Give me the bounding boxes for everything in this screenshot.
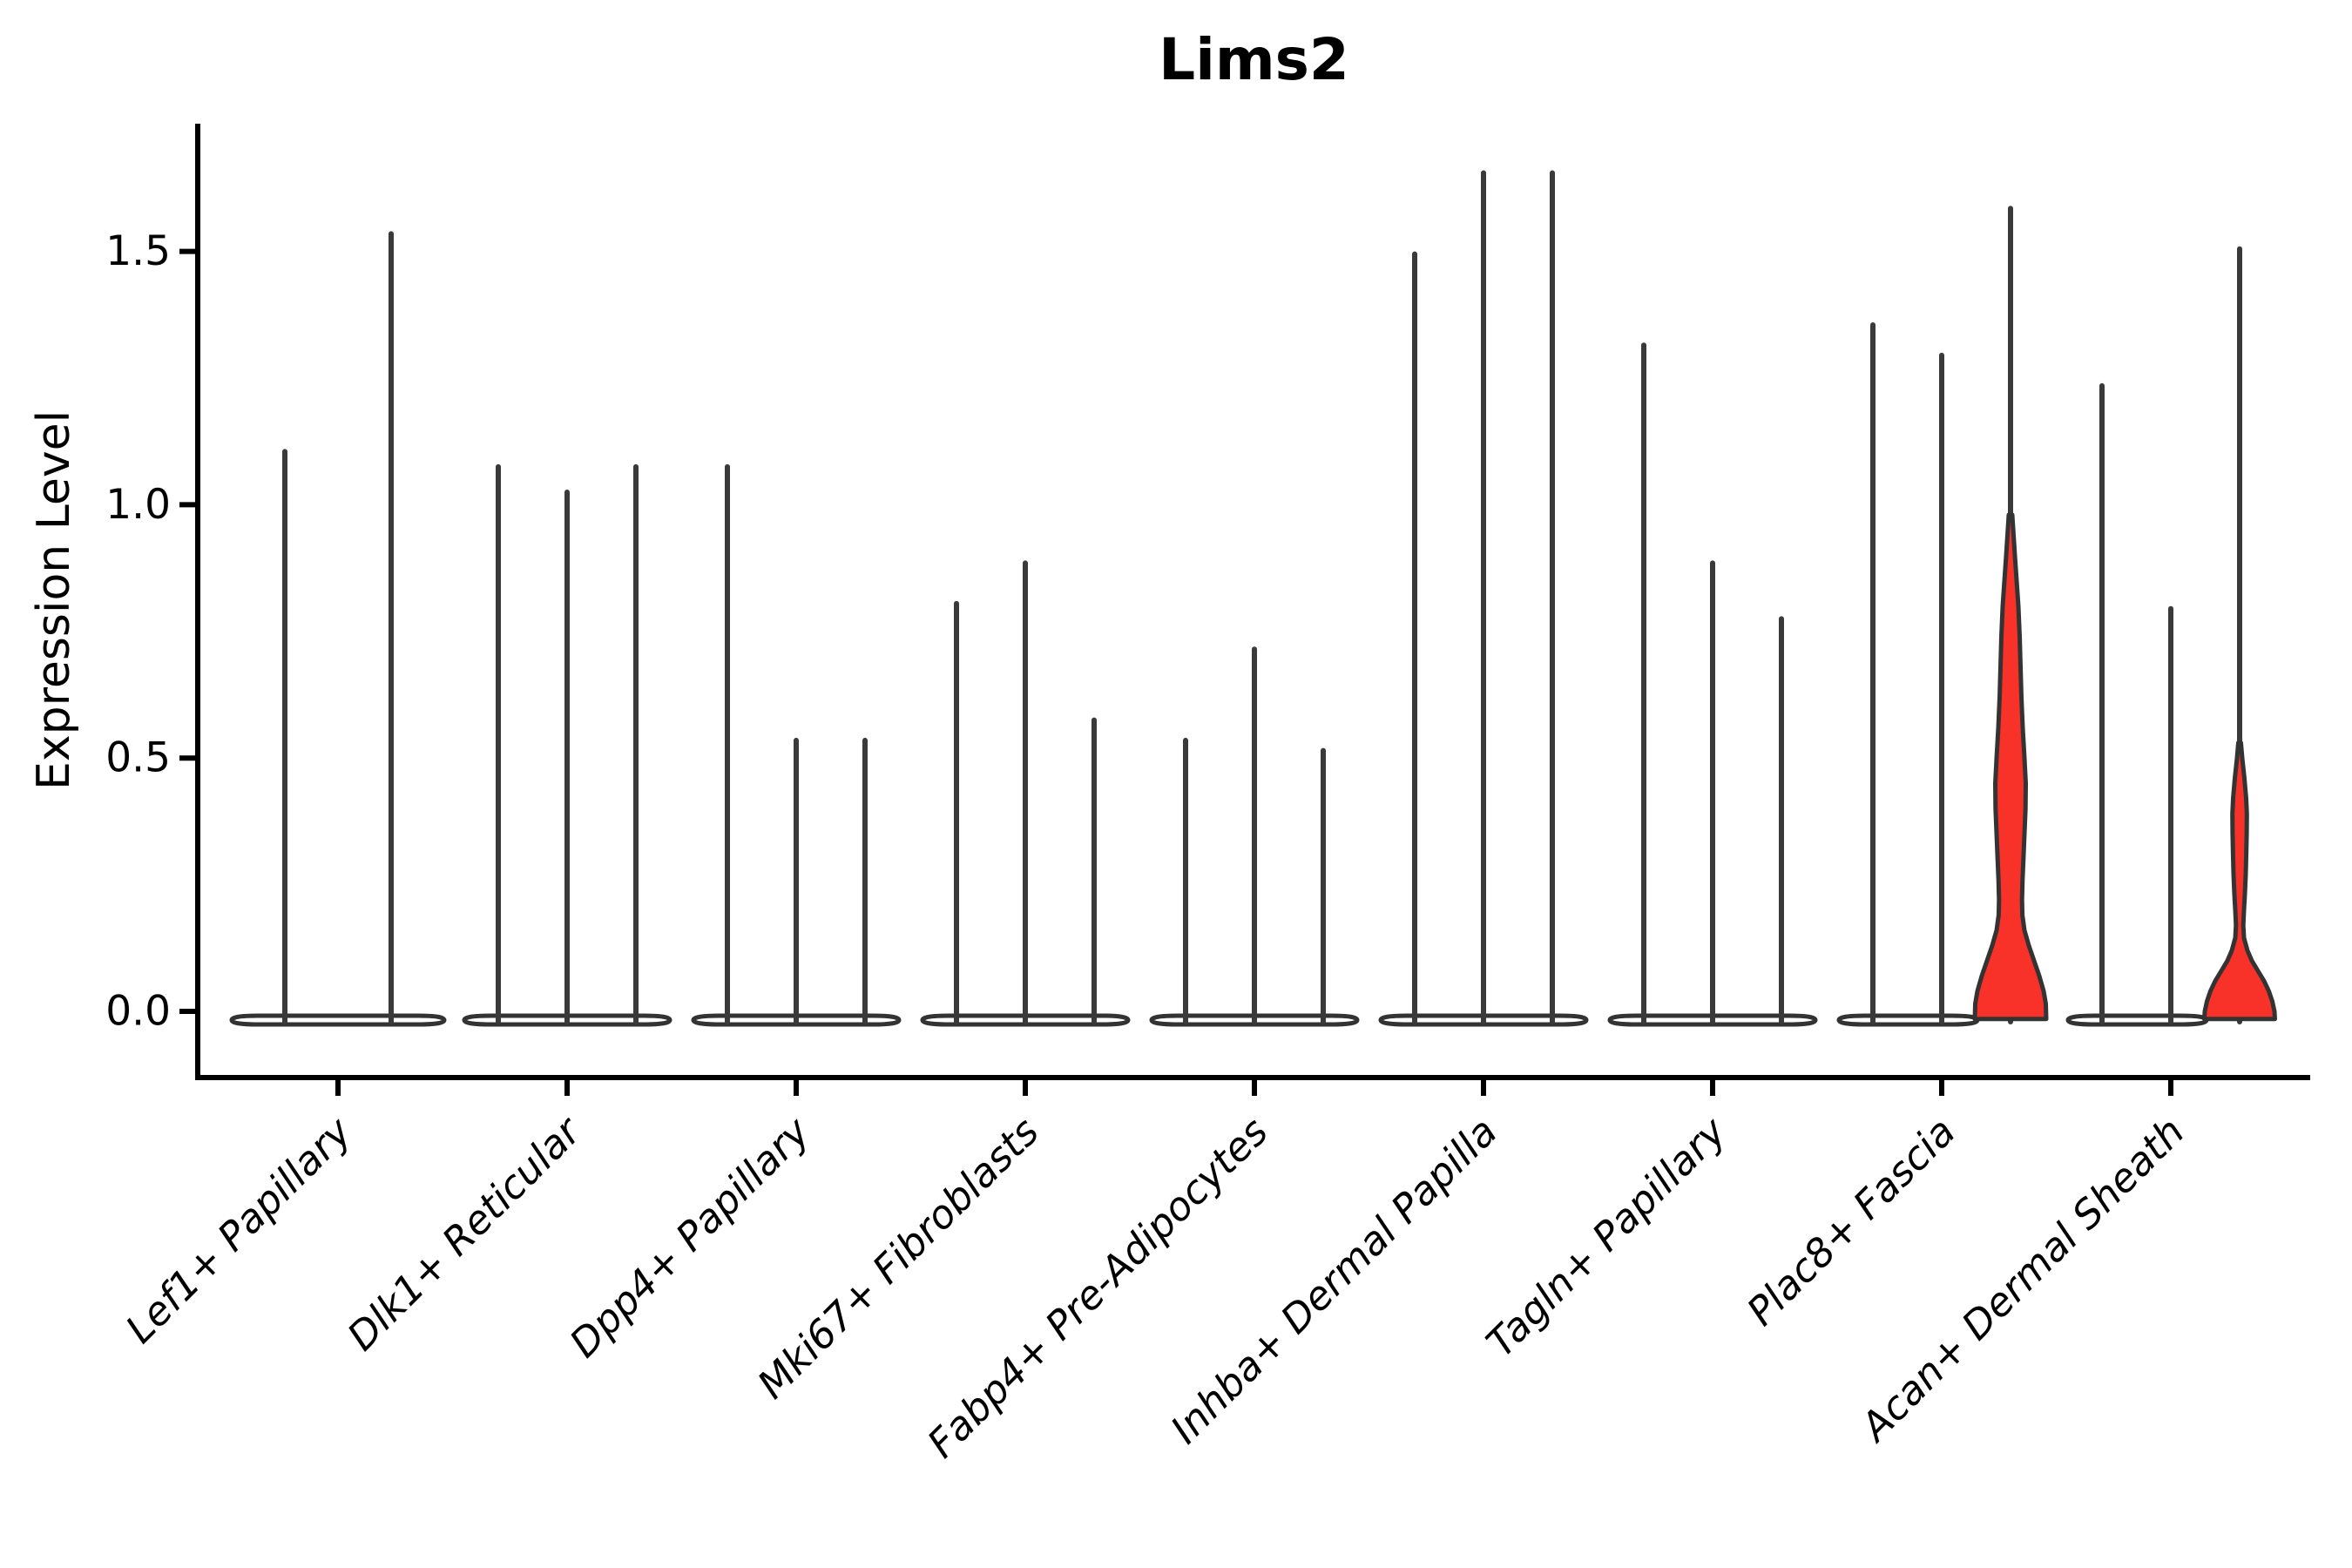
- chart-title: Lims2: [1159, 26, 1349, 93]
- x-category-label: Tagln+ Papillary: [1477, 1107, 1736, 1366]
- highlighted-violin: [2202, 740, 2277, 1022]
- x-category-label: Dlk1+ Reticular: [338, 1107, 591, 1360]
- y-tick-label: 0.0: [105, 988, 171, 1036]
- x-category-label: Lef1+ Papillary: [117, 1107, 362, 1352]
- violin-base-group-8: [2065, 1013, 2209, 1027]
- y-tick-label: 1.5: [105, 227, 171, 275]
- violin-base-group-0: [229, 1013, 447, 1027]
- x-category-label: Dpp4+ Papillary: [561, 1107, 820, 1366]
- y-tick-label: 1.0: [105, 481, 171, 529]
- violin-base-group-7: [1836, 1013, 1980, 1027]
- y-tick-label: 0.5: [105, 734, 171, 782]
- x-category-label: Plac8+ Fascia: [1738, 1108, 1964, 1335]
- y-axis-label: Expression Level: [28, 409, 80, 791]
- highlighted-violin: [1972, 512, 2049, 1022]
